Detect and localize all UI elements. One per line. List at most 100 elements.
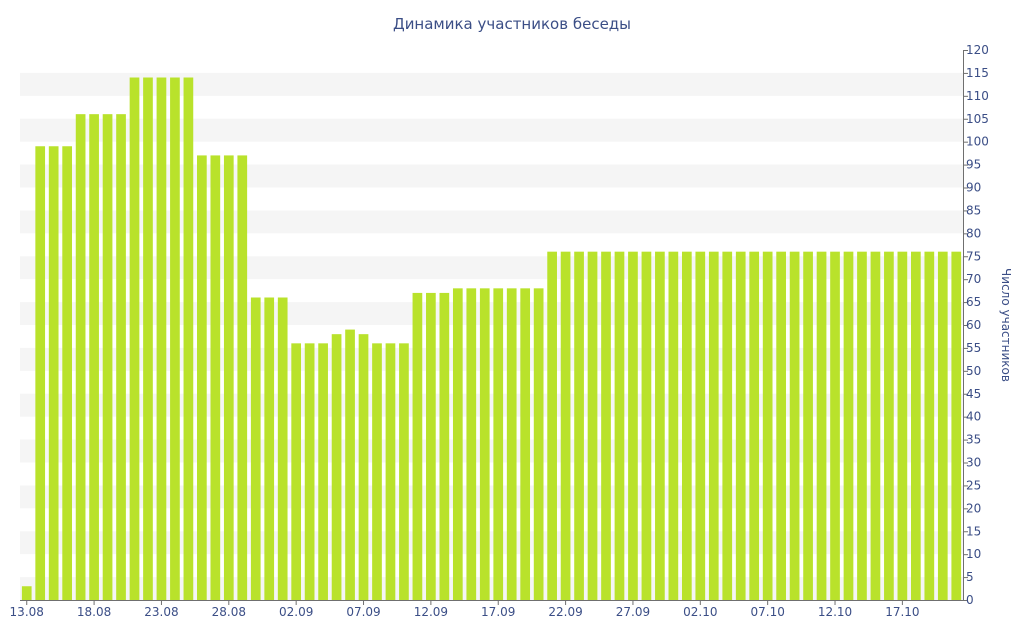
bar-21.10 xyxy=(951,251,962,600)
bar-25.09 xyxy=(601,251,611,600)
bar-27.08 xyxy=(210,155,221,600)
bar-17.10 xyxy=(897,251,908,600)
bar-29.08 xyxy=(237,155,248,600)
x-tick-label: 17.09 xyxy=(481,605,515,619)
bar-09.10 xyxy=(789,251,800,600)
bar-27.09 xyxy=(628,251,638,600)
bar-10.10 xyxy=(803,251,813,600)
bar-22.09 xyxy=(560,251,571,600)
bar-19.08 xyxy=(102,114,113,601)
bar-23.09 xyxy=(574,251,584,600)
bar-13.08 xyxy=(21,586,32,600)
x-tick-label: 07.09 xyxy=(346,605,380,619)
bar-24.09 xyxy=(587,251,598,600)
x-tick-label: 02.10 xyxy=(683,605,717,619)
bar-15.10 xyxy=(870,251,881,600)
bar-22.08 xyxy=(143,77,153,600)
bar-08.09 xyxy=(372,343,382,600)
bar-13.09 xyxy=(439,292,450,600)
bar-05.10 xyxy=(735,251,746,600)
bar-04.10 xyxy=(722,251,733,600)
y-tick-label: 15 xyxy=(966,524,981,538)
bar-21.09 xyxy=(547,251,557,600)
bar-25.08 xyxy=(183,77,194,600)
y-axis-ticks: 0 5 10 15 20 25 30 35 40 45 50 55 60 65 70 75 80 85 90 95 10… xyxy=(963,43,989,607)
bar-14.08 xyxy=(35,146,46,600)
y-tick-label: 65 xyxy=(966,295,981,309)
bar-28.08 xyxy=(223,155,234,600)
bar-17.08 xyxy=(75,114,86,601)
bar-30.09 xyxy=(668,251,679,600)
bar-20.10 xyxy=(937,251,948,600)
bar-09.09 xyxy=(385,343,396,600)
y-tick-label: 35 xyxy=(966,433,981,447)
bars xyxy=(21,77,962,601)
bar-16.10 xyxy=(884,251,894,600)
bar-11.10 xyxy=(816,251,827,600)
grid-band xyxy=(20,118,963,142)
y-tick-label: 40 xyxy=(966,410,981,424)
bar-31.08 xyxy=(264,297,275,600)
x-tick-label: 18.08 xyxy=(77,605,111,619)
bar-06.09 xyxy=(345,329,355,600)
bar-16.09 xyxy=(479,288,490,600)
x-tick-label: 12.10 xyxy=(818,605,852,619)
x-tick-label: 28.08 xyxy=(212,605,246,619)
bar-30.08 xyxy=(250,297,261,600)
y-tick-label: 20 xyxy=(966,501,981,515)
bar-10.09 xyxy=(399,343,409,600)
bar-17.09 xyxy=(493,288,504,600)
bar-03.09 xyxy=(304,343,315,600)
bar-12.10 xyxy=(830,251,840,600)
x-tick-label: 07.10 xyxy=(750,605,784,619)
y-tick-label: 75 xyxy=(966,249,981,263)
bar-14.10 xyxy=(857,251,867,600)
bar-02.09 xyxy=(291,343,302,600)
bar-28.09 xyxy=(641,251,652,600)
bar-03.10 xyxy=(708,251,719,600)
y-tick-label: 95 xyxy=(966,158,981,172)
bar-24.08 xyxy=(170,77,180,600)
bar-08.10 xyxy=(776,251,786,600)
y-tick-label: 70 xyxy=(966,272,981,286)
x-tick-label: 17.10 xyxy=(885,605,919,619)
bar-05.09 xyxy=(331,334,342,600)
y-tick-label: 50 xyxy=(966,364,981,378)
bar-21.08 xyxy=(129,77,140,600)
bar-13.10 xyxy=(843,251,854,600)
bar-18.09 xyxy=(506,288,517,600)
y-tick-label: 25 xyxy=(966,478,981,492)
bar-01.10 xyxy=(681,251,692,600)
chart-title: Динамика участников беседы xyxy=(393,15,631,33)
y-tick-label: 60 xyxy=(966,318,981,332)
y-axis-label: Число участников xyxy=(999,268,1013,382)
bar-14.09 xyxy=(452,288,463,600)
bar-29.09 xyxy=(655,251,665,600)
y-tick-label: 30 xyxy=(966,456,981,470)
grid-band xyxy=(20,164,963,188)
bar-07.10 xyxy=(762,251,773,600)
bar-26.09 xyxy=(614,251,625,600)
y-tick-label: 0 xyxy=(966,593,974,607)
bar-02.10 xyxy=(695,251,706,600)
bar-18.10 xyxy=(911,251,921,600)
bar-06.10 xyxy=(749,251,760,600)
bar-15.08 xyxy=(48,146,59,600)
grid-band xyxy=(20,210,963,234)
y-tick-label: 110 xyxy=(966,89,989,103)
bar-20.09 xyxy=(533,288,544,600)
bar-19.09 xyxy=(520,288,531,600)
x-tick-label: 23.08 xyxy=(144,605,178,619)
bar-20.08 xyxy=(116,114,126,601)
bar-23.08 xyxy=(156,77,167,600)
y-tick-label: 55 xyxy=(966,341,981,355)
x-tick-label: 02.09 xyxy=(279,605,313,619)
y-tick-label: 80 xyxy=(966,226,981,240)
y-tick-label: 100 xyxy=(966,135,989,149)
y-tick-label: 10 xyxy=(966,547,981,561)
x-axis-ticks: 13.08 18.08 23.08 28.08 02.09 07.09 12.09 17.09… xyxy=(10,600,920,619)
bar-07.09 xyxy=(358,334,369,600)
bar-12.09 xyxy=(426,292,436,600)
x-tick-label: 13.08 xyxy=(10,605,44,619)
